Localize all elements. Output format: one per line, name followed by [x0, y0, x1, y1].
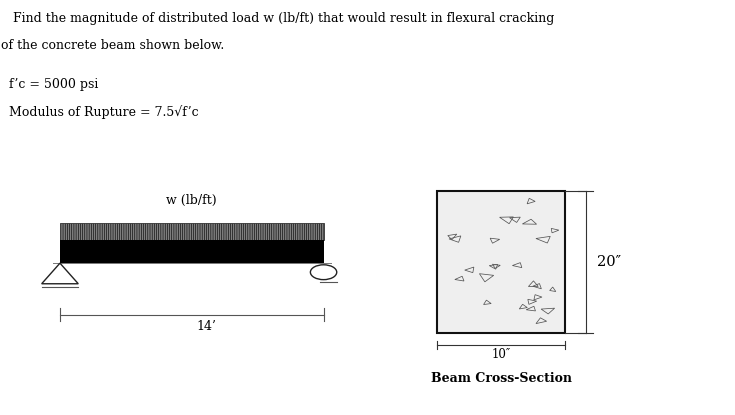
- Text: w (lb/ft): w (lb/ft): [166, 194, 217, 207]
- Text: 20″: 20″: [597, 255, 621, 269]
- Text: 10″: 10″: [492, 348, 511, 361]
- Text: Find the magnitude of distributed load w (lb/ft) that would result in flexural c: Find the magnitude of distributed load w…: [1, 12, 555, 25]
- Bar: [437, 191, 565, 333]
- Text: Beam Cross-Section: Beam Cross-Section: [431, 372, 572, 386]
- Text: 14’: 14’: [196, 320, 216, 333]
- Bar: [60, 223, 323, 240]
- Text: Modulus of Rupture = 7.5√f’c: Modulus of Rupture = 7.5√f’c: [9, 105, 198, 119]
- Text: of the concrete beam shown below.: of the concrete beam shown below.: [1, 39, 225, 52]
- Bar: [60, 240, 323, 263]
- Text: f’c = 5000 psi: f’c = 5000 psi: [9, 78, 98, 90]
